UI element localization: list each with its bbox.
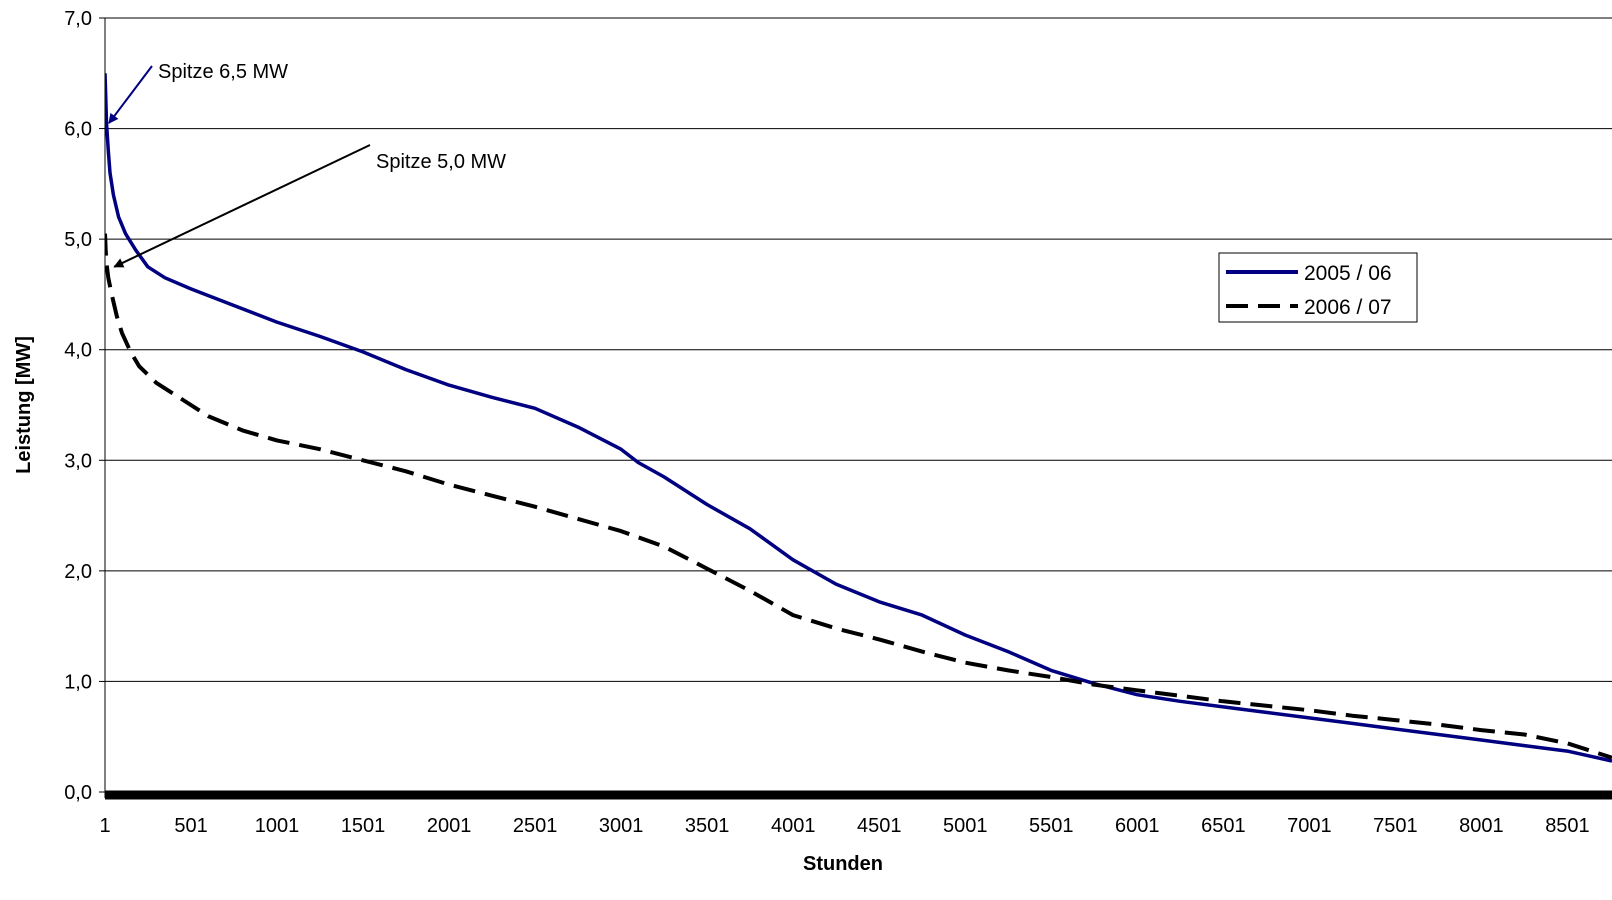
y-tick-label: 2,0: [64, 561, 92, 583]
x-tick-label: 4501: [857, 815, 902, 837]
annotation-arrow-peak-2005: [108, 65, 153, 124]
x-axis: 1 501 1001 1501 2001 2501 3001 3501 4001 4501 5001…: [99, 792, 1590, 837]
x-tick-label: 7501: [1373, 815, 1418, 837]
x-tick-label: 501: [174, 815, 207, 837]
x-tick-label: 8001: [1459, 815, 1504, 837]
x-tick-label: 8501: [1545, 815, 1590, 837]
x-tick-label: 1: [99, 815, 110, 837]
x-tick-label: 3001: [599, 815, 644, 837]
x-tick-label: 5501: [1029, 815, 1074, 837]
series-layer: [105, 73, 1612, 763]
y-tick-label: 0,0: [64, 782, 92, 804]
legend-box: [1218, 252, 1418, 323]
annotation-peak-2006: Spitze 5,0 MW: [376, 151, 506, 173]
y-tick-label: 1,0: [64, 671, 92, 693]
x-tick-label: 5001: [943, 815, 988, 837]
y-tick-label: 6,0: [64, 119, 92, 141]
gridlines: [105, 17, 1612, 682]
y-axis-title: Leistung [MW]: [13, 336, 35, 474]
y-tick-label: 3,0: [64, 450, 92, 472]
annotation-peak-2005: Spitze 6,5 MW: [158, 61, 288, 83]
annotation-arrow-peak-2006: [113, 144, 371, 268]
y-tick-label: 4,0: [64, 340, 92, 362]
x-tick-label: 1001: [255, 815, 300, 837]
x-tick-label: 3501: [685, 815, 730, 837]
legend: 2005 / 06 2006 / 07: [1218, 252, 1418, 323]
y-tick-label: 7,0: [64, 8, 92, 30]
series-line-2006-07: [105, 233, 1612, 760]
x-tick-label: 6001: [1115, 815, 1160, 837]
x-tick-label: 2501: [513, 815, 558, 837]
x-tick-label: 7001: [1287, 815, 1332, 837]
legend-label-2005-06: 2005 / 06: [1304, 262, 1392, 285]
x-tick-label: 4001: [771, 815, 816, 837]
x-axis-title: Stunden: [803, 853, 883, 875]
legend-label-2006-07: 2006 / 07: [1304, 296, 1392, 319]
y-axis: 0,0 1,0 2,0 3,0 4,0 5,0 6,0 7,0: [64, 8, 106, 804]
y-tick-label: 5,0: [64, 229, 92, 251]
annotations: Spitze 6,5 MW Spitze 5,0 MW: [108, 61, 506, 268]
x-tick-label: 6501: [1201, 815, 1246, 837]
series-line-2005-06: [105, 73, 1612, 763]
x-tick-label: 1501: [341, 815, 386, 837]
x-tick-label: 2001: [427, 815, 472, 837]
